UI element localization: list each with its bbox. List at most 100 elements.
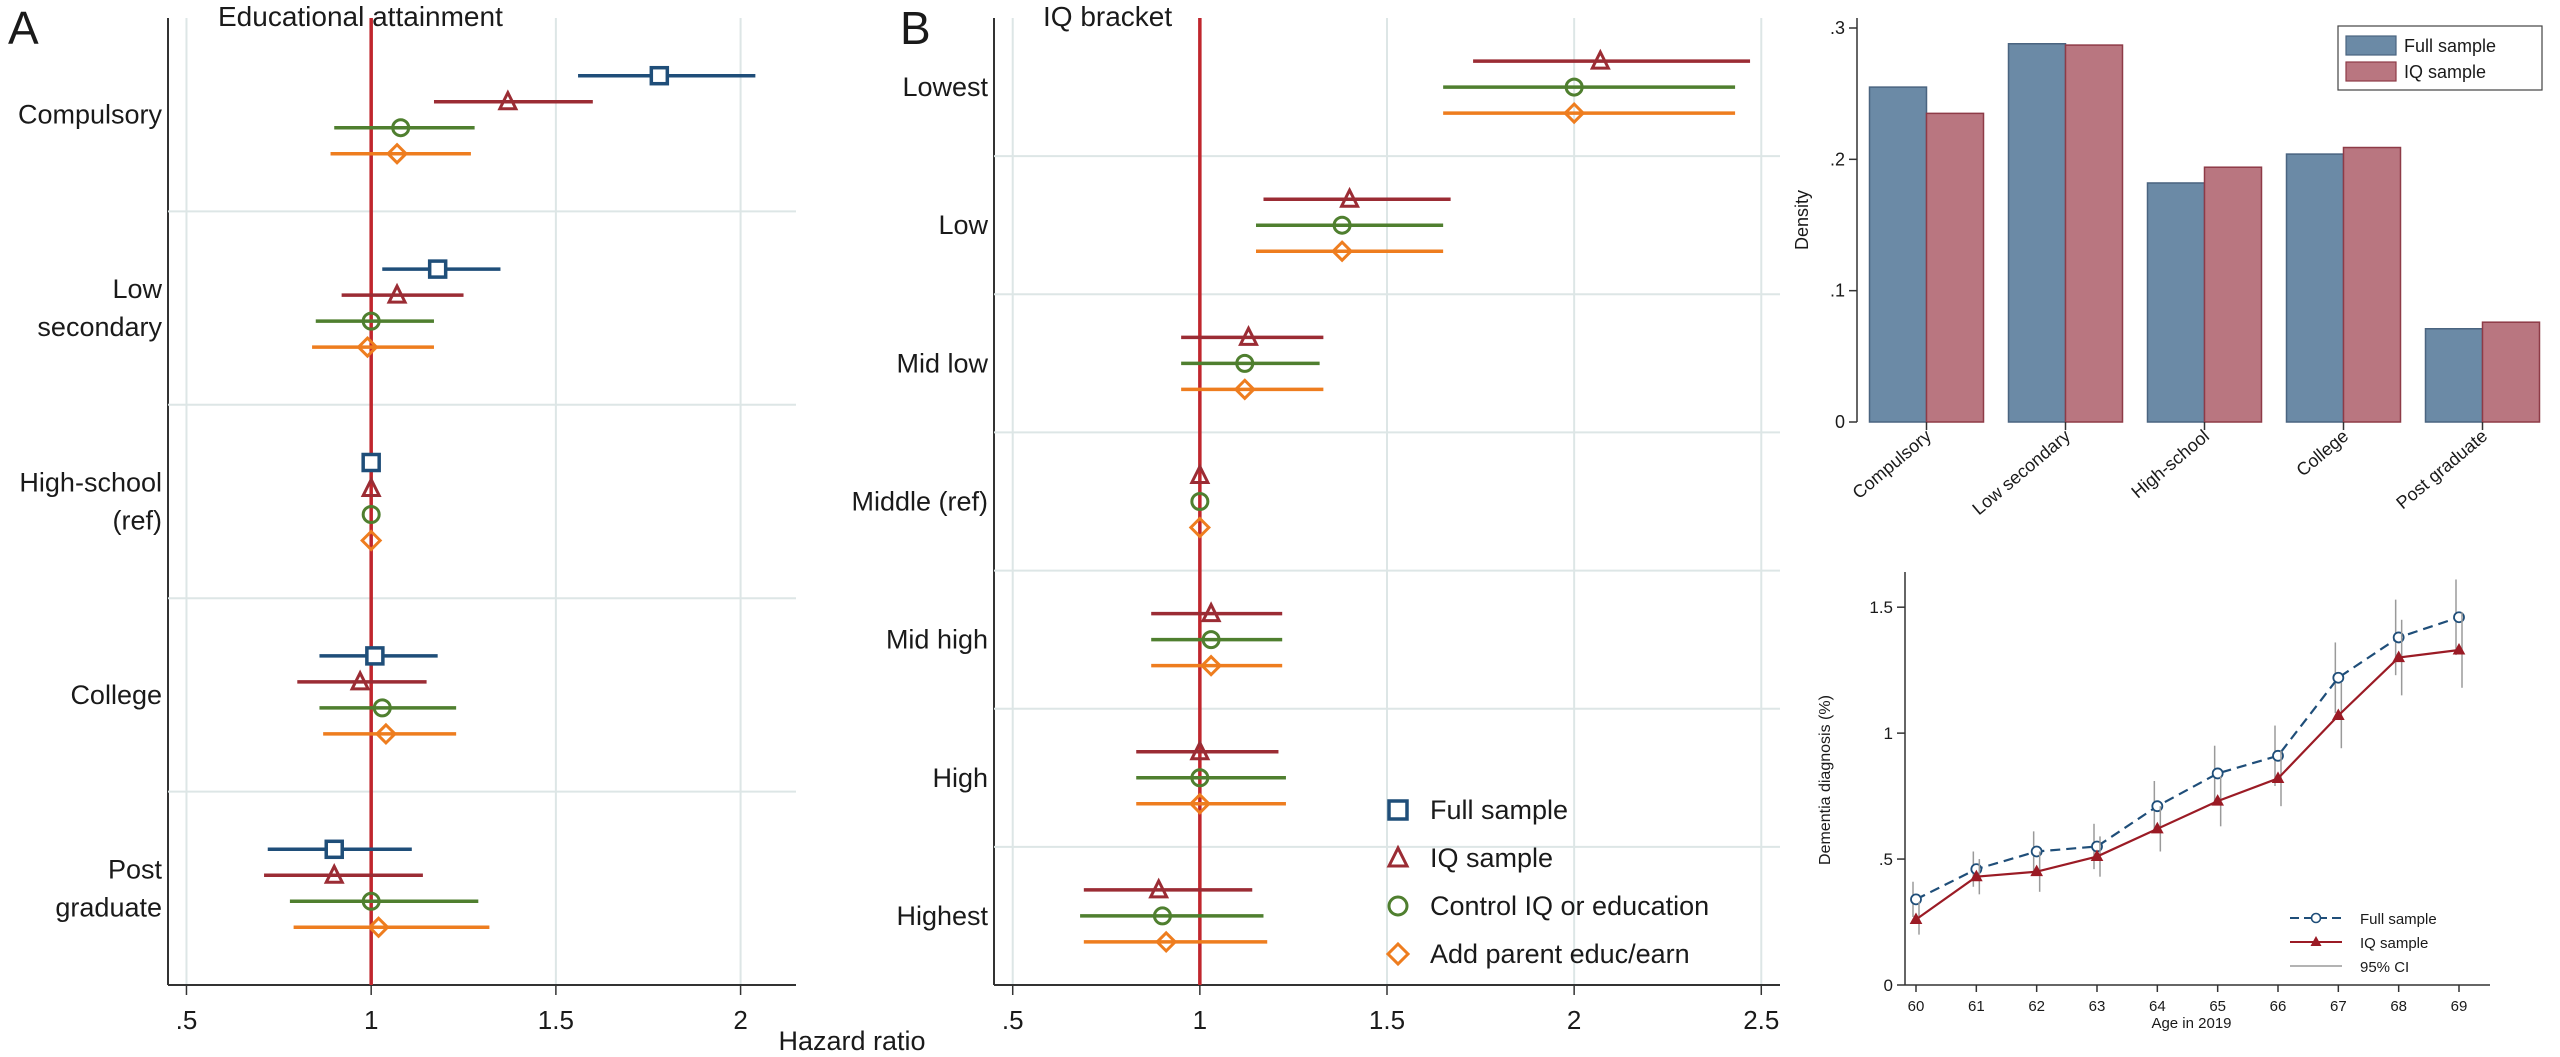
group-label: Low xyxy=(112,274,162,304)
x-tick-label: Post graduate xyxy=(2392,426,2491,513)
data-point-full-sample xyxy=(2332,671,2345,684)
density-bar-chart: 0 .1 .2 .3 Density Compulsory Low secondary Hig… xyxy=(1792,18,2543,519)
point-marker-iq xyxy=(1189,739,1211,761)
point-marker-full xyxy=(649,65,670,86)
point-marker-iq xyxy=(497,89,519,111)
point-marker-control xyxy=(1564,77,1584,97)
group-label: graduate xyxy=(55,892,162,922)
bar-iq-sample xyxy=(2342,146,2402,423)
point-marker-parent xyxy=(1199,654,1223,677)
x-tick-label: 1 xyxy=(1193,1005,1207,1035)
x-tick-label: College xyxy=(2292,426,2352,481)
point-marker-full xyxy=(365,646,385,666)
panel-label-b: B xyxy=(900,2,931,54)
y-tick-label: 0 xyxy=(1884,976,1893,995)
point-marker-parent xyxy=(367,916,390,939)
point-marker-full xyxy=(427,259,448,279)
x-tick-label: Low secondary xyxy=(1968,426,2074,519)
y-axis-title: Dementia diagnosis (%) xyxy=(1817,695,1834,865)
shared-xlabel: Hazard ratio xyxy=(778,1026,925,1056)
point-marker-iq xyxy=(349,669,371,691)
point-marker-parent xyxy=(374,722,398,746)
point-marker-parent xyxy=(1188,792,1211,815)
legend-label: Control IQ or education xyxy=(1430,891,1709,921)
data-point-iq-sample xyxy=(2331,708,2345,720)
x-tick-label: 69 xyxy=(2451,998,2468,1015)
x-tick-label: 68 xyxy=(2390,998,2407,1015)
x-tick-label: Compulsory xyxy=(1849,426,1935,503)
data-point-iq-sample xyxy=(2090,849,2104,862)
group-label: Mid low xyxy=(896,348,988,378)
point-marker-control xyxy=(361,891,381,911)
point-marker-parent xyxy=(356,335,379,359)
point-marker-parent xyxy=(385,142,409,165)
point-marker-parent xyxy=(1233,378,1256,401)
point-marker-iq xyxy=(1238,325,1259,346)
x-tick-label: .5 xyxy=(176,1005,198,1035)
data-point-iq-sample xyxy=(2392,650,2406,663)
x-tick-label: 1 xyxy=(364,1005,378,1035)
bar-iq-sample xyxy=(2203,166,2263,423)
legend-marker-control xyxy=(1387,895,1409,917)
x-axis-title: Age in 2019 xyxy=(2151,1015,2231,1032)
x-tick-label: 1.5 xyxy=(538,1005,574,1035)
y-axis-title: Density xyxy=(1792,190,1812,250)
data-point-full-sample xyxy=(2211,767,2224,780)
data-point-iq-sample xyxy=(1909,912,1923,925)
legend-label: Add parent educ/earn xyxy=(1430,939,1690,969)
x-tick-label: 62 xyxy=(2028,998,2045,1015)
legend-marker-full xyxy=(1387,799,1409,821)
point-marker-iq xyxy=(323,862,345,884)
point-marker-parent xyxy=(1563,101,1586,125)
group-label: Highest xyxy=(896,901,988,931)
series-line-full-sample xyxy=(1915,616,2460,901)
legend-label: IQ sample xyxy=(1430,843,1553,873)
point-marker-control xyxy=(361,505,381,524)
x-tick-label: 2 xyxy=(1567,1005,1581,1035)
dementia-line-chart: 0 .5 1 1.5 60 61 62 63 64 65 66 67 68 69 Age in 2019 De… xyxy=(1817,572,2490,1032)
panel-label-a: A xyxy=(8,2,39,54)
legend-label: Full sample xyxy=(2404,36,2496,56)
legend-swatch xyxy=(2345,61,2397,82)
group-label: Post xyxy=(108,854,163,884)
forest-a-title: Educational attainment xyxy=(218,1,503,32)
x-tick-label: 63 xyxy=(2089,998,2106,1015)
data-point-full-sample xyxy=(1910,893,1922,906)
bar-iq-sample xyxy=(2064,44,2124,423)
y-tick-label: .5 xyxy=(1879,850,1893,869)
data-point-iq-sample xyxy=(2150,821,2164,834)
x-tick-label: 2 xyxy=(733,1005,747,1035)
y-tick-label: .1 xyxy=(1830,281,1845,301)
x-tick-label: High-school xyxy=(2127,426,2213,502)
data-point-iq-sample xyxy=(2211,794,2225,806)
legend-marker-parent xyxy=(1385,941,1411,967)
group-label: Low xyxy=(938,210,988,240)
bar-full-sample xyxy=(2285,153,2345,423)
legend-label: IQ sample xyxy=(2404,62,2486,82)
bar-iq-sample xyxy=(2481,321,2541,423)
group-label: Lowest xyxy=(902,72,988,102)
x-tick-label: 65 xyxy=(2209,998,2226,1015)
y-tick-label: 1.5 xyxy=(1869,598,1893,617)
point-marker-control xyxy=(372,698,392,718)
point-marker-iq xyxy=(360,476,382,497)
group-label: High-school xyxy=(19,468,162,498)
x-tick-label: 2.5 xyxy=(1743,1005,1779,1035)
point-marker-parent xyxy=(1188,516,1211,539)
group-label: (ref) xyxy=(113,506,163,536)
x-tick-label: 64 xyxy=(2149,998,2166,1015)
data-point-iq-sample xyxy=(2030,864,2044,877)
y-tick-label: 1 xyxy=(1884,724,1893,743)
data-point-iq-sample xyxy=(2452,642,2466,655)
group-label: Mid high xyxy=(886,625,988,655)
bar-full-sample xyxy=(1868,86,1928,423)
point-marker-parent xyxy=(1330,240,1354,263)
group-label: Compulsory xyxy=(18,100,163,130)
legend-marker-iq-sample xyxy=(2310,936,2322,946)
point-marker-control xyxy=(1152,906,1172,926)
legend-swatch xyxy=(2345,35,2397,56)
point-marker-control xyxy=(1190,492,1210,511)
x-tick-label: 60 xyxy=(1908,998,1925,1015)
point-marker-control xyxy=(1235,353,1255,373)
